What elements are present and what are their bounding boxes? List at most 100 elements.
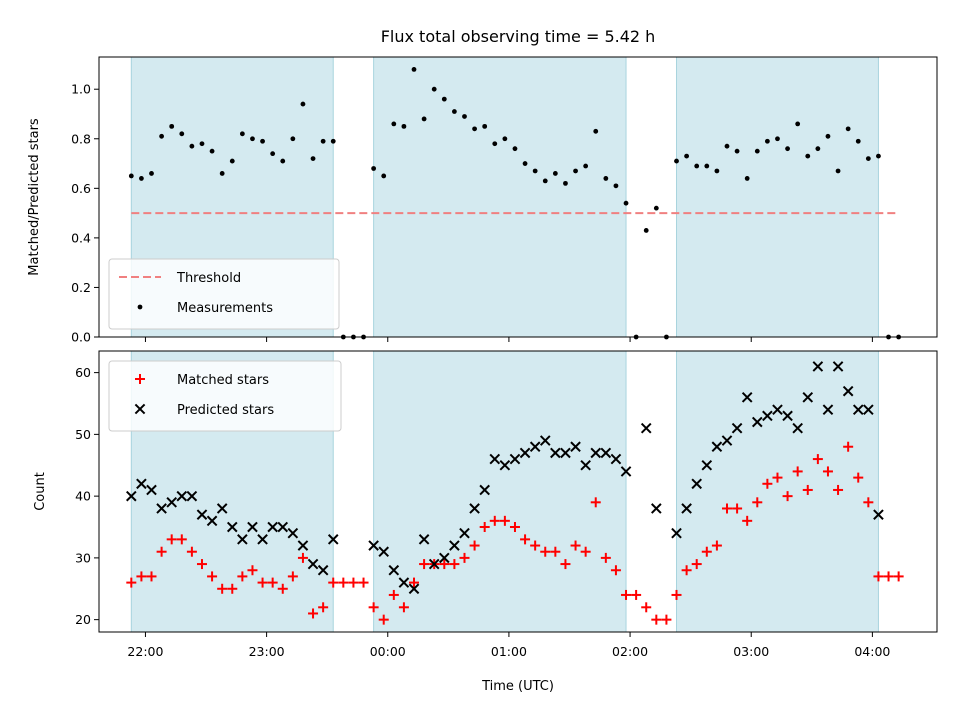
data-point-x [479, 484, 490, 496]
data-point-x [620, 466, 632, 477]
data-point-x-b [671, 527, 682, 539]
data-point-dot [229, 158, 235, 164]
data-point-x-b [368, 540, 379, 551]
data-point-x [257, 534, 268, 545]
data-point-plus [237, 571, 248, 582]
data-point-dot [280, 158, 286, 164]
data-point-x [267, 521, 278, 533]
data-point-plus [338, 577, 349, 588]
data-point-x-b [873, 509, 884, 520]
data-point-dot [583, 163, 589, 169]
observing-window-2 [676, 57, 879, 337]
data-point-plus [691, 559, 702, 570]
data-point-plus [166, 534, 177, 545]
x-tick-label: 03:00 [733, 644, 769, 659]
data-point-x [186, 490, 198, 502]
data-point-x [499, 459, 511, 471]
data-point-x-b [529, 441, 541, 453]
data-point-x-b [772, 404, 783, 415]
data-point-x [651, 503, 662, 514]
data-point-dot [219, 171, 225, 176]
data-point-x [196, 509, 208, 520]
legend-entry-label: Matched stars [177, 373, 269, 388]
x-tick-label: 23:00 [249, 644, 285, 659]
data-point-dot [320, 138, 326, 144]
y-tick-label: 0.2 [71, 280, 91, 295]
data-point-plus [530, 540, 541, 551]
data-point-dot [401, 123, 407, 129]
data-point-x [408, 583, 420, 595]
data-point-dot [179, 131, 185, 137]
data-point-plus [641, 602, 652, 613]
data-point-x-b [226, 521, 238, 533]
data-point-dot [855, 138, 861, 144]
data-point-x-b [539, 435, 551, 446]
data-point-x-b [327, 534, 339, 545]
data-point-dot [805, 153, 811, 159]
data-point-dot [290, 136, 296, 142]
data-point-plus [550, 546, 561, 557]
data-point-plus [409, 577, 420, 588]
panel-0: 0.0 0.2 0.4 0.6 0.8 1.0 Threshold Measurements [71, 56, 938, 345]
data-point-plus [732, 503, 743, 514]
data-point-dot [724, 143, 730, 149]
data-point-x [842, 385, 854, 397]
data-point-x [216, 503, 228, 514]
data-point-x-b [287, 527, 299, 539]
data-point-plus [479, 522, 490, 533]
data-point-plus [711, 540, 722, 551]
x-tick-label: 02:00 [612, 644, 648, 659]
data-point-x-b [438, 552, 450, 564]
data-point-plus [499, 515, 510, 526]
data-point-x-b [741, 392, 753, 403]
data-point-dot [734, 148, 740, 154]
legend-box [108, 360, 342, 432]
data-point-plus [358, 577, 369, 588]
data-point-x-b [408, 583, 420, 595]
legend-entry-label: Predicted stars [177, 403, 274, 418]
data-point-plus [398, 602, 409, 613]
data-point-x [681, 503, 692, 514]
data-point-dot [825, 133, 831, 139]
y-tick-label: 40 [75, 489, 91, 504]
data-point-x-b [237, 534, 248, 545]
data-point-plus [570, 540, 581, 551]
data-point-dot [865, 156, 871, 161]
y-tick-label: 1.0 [71, 82, 91, 97]
x-tick-label: 04:00 [854, 644, 890, 659]
data-point-plus [883, 571, 894, 582]
y-tick-label: 0.4 [71, 230, 91, 245]
axes-frame-1 [98, 350, 938, 633]
data-point-plus [176, 534, 187, 545]
data-point-x [701, 459, 713, 471]
data-point-x [327, 534, 339, 545]
data-point-dot [613, 183, 619, 189]
panel-plot-area-0 [130, 57, 899, 337]
data-point-dot [431, 86, 437, 92]
data-point-plus [792, 466, 803, 477]
data-point-dot [411, 66, 417, 72]
data-point-x [772, 404, 783, 415]
data-point-x-b [842, 385, 854, 397]
data-point-dot [653, 205, 659, 211]
data-point-plus [378, 614, 389, 625]
data-point-dot [684, 153, 690, 159]
data-point-x-b [267, 521, 278, 533]
data-point-plus [509, 522, 520, 533]
data-point-dot [694, 163, 700, 169]
data-point-dot [623, 200, 629, 206]
data-point-dot [795, 121, 801, 127]
data-point-dot [199, 141, 205, 147]
data-point-plus [267, 577, 278, 588]
x-axis-label: Time (UTC) [481, 679, 554, 694]
data-point-x [762, 410, 773, 422]
data-point-x-b [156, 503, 167, 514]
data-point-plus [822, 466, 833, 477]
data-point-plus [762, 478, 773, 489]
data-point-dot [785, 146, 790, 152]
data-point-plus [590, 497, 601, 508]
data-point-plus [802, 484, 813, 495]
data-point-plus [469, 540, 480, 551]
data-point-x-b [388, 564, 400, 576]
